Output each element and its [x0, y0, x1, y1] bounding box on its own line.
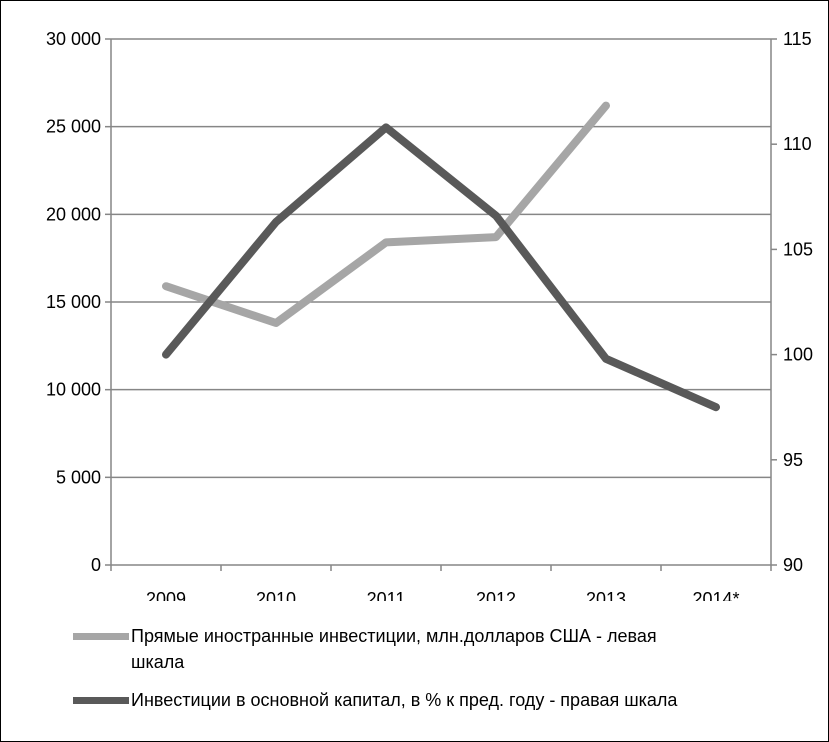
legend-item-capital-investment: Инвестиции в основной капитал, в % к пре… — [73, 687, 677, 713]
left-tick-label: 25 000 — [46, 117, 101, 137]
left-tick-label: 15 000 — [46, 292, 101, 312]
right-tick-label: 100 — [783, 345, 813, 365]
legend-swatch-fdi — [73, 633, 129, 640]
legend-label-fdi-line1: Прямые иностранные инвестиции, млн.долла… — [131, 626, 657, 646]
x-tick-label: 2011 — [367, 589, 406, 601]
right-axis-ticks: 90 95 100 105 110 115 — [771, 29, 813, 575]
gridlines — [111, 38, 771, 479]
legend-label-capital-investment: Инвестиции в основной капитал, в % к пре… — [131, 690, 678, 710]
left-tick-label: 5 000 — [56, 467, 101, 487]
legend-item-fdi: Прямые иностранные инвестиции, млн.долла… — [73, 623, 677, 675]
right-tick-label: 95 — [783, 450, 803, 470]
right-tick-label: 90 — [783, 555, 803, 575]
x-tick-label: 2009 — [146, 589, 186, 601]
left-tick-label: 30 000 — [46, 29, 101, 49]
series-line-capital-investment — [162, 123, 720, 412]
x-axis-ticks: 2009 2010 2011 2012 2013 2014* — [110, 565, 772, 601]
right-tick-label: 115 — [783, 29, 812, 49]
legend-label-fdi-line2: шкала — [131, 652, 185, 672]
legend-swatch-capital-investment — [73, 697, 129, 704]
x-tick-label: 2013 — [586, 589, 626, 601]
right-tick-label: 110 — [783, 134, 812, 154]
x-tick-label: 2012 — [476, 589, 516, 601]
right-tick-label: 105 — [783, 239, 813, 259]
series-lines — [162, 101, 720, 412]
x-tick-label: 2014* — [692, 589, 739, 601]
left-axis-ticks: 0 5 000 10 000 15 000 20 000 25 000 30 000 — [46, 29, 111, 575]
legend: Прямые иностранные инвестиции, млн.долла… — [73, 623, 677, 713]
left-tick-label: 10 000 — [46, 380, 101, 400]
left-tick-label: 0 — [91, 555, 101, 575]
left-tick-label: 20 000 — [46, 204, 101, 224]
x-tick-label: 2010 — [256, 589, 296, 601]
